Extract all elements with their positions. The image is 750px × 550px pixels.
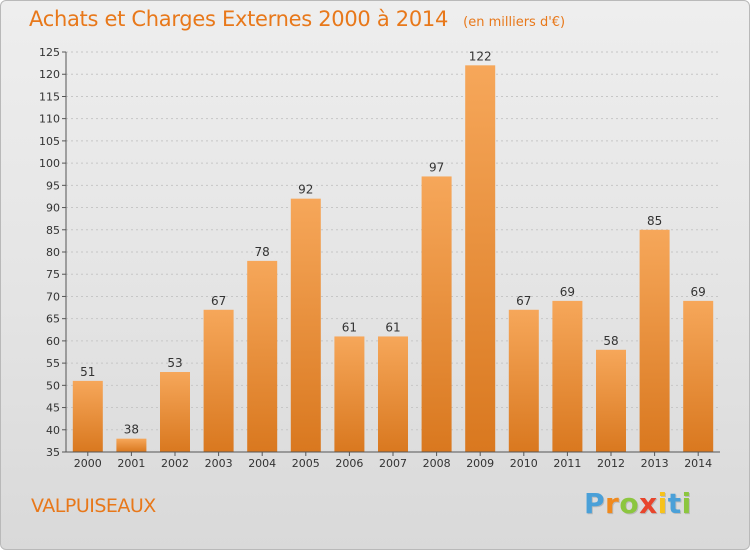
logo-letter: t [667,487,682,520]
bar [203,309,234,452]
y-tick-label: 45 [46,402,60,415]
y-tick-label: 115 [39,90,60,103]
value-label: 51 [80,365,95,379]
x-tick-label: 2010 [510,457,538,470]
value-label: 122 [469,49,492,63]
chart-title-block: Achats et Charges Externes 2000 à 2014 (… [29,7,565,31]
y-tick-label: 80 [46,246,60,259]
value-label: 92 [298,183,313,197]
bar [508,309,539,452]
x-tick-label: 2008 [423,457,451,470]
chart-title: Achats et Charges Externes 2000 à 2014 [29,7,449,31]
value-label: 61 [342,320,357,334]
y-tick-label: 60 [46,335,60,348]
y-tick-label: 35 [46,446,60,459]
x-tick-label: 2002 [161,457,189,470]
x-tick-label: 2003 [205,457,233,470]
logo-letter: r [605,487,620,520]
bar [596,349,626,452]
y-tick-label: 65 [46,313,60,326]
y-tick-label: 70 [46,290,60,303]
x-tick-label: 2009 [466,457,494,470]
bar [72,380,103,452]
y-tick-label: 95 [46,179,60,192]
bar [683,300,714,452]
proxiti-logo: Proxiti [584,487,692,520]
value-label: 85 [647,214,662,228]
chart-unit: (en milliers d'€) [463,15,566,30]
x-tick-label: 2014 [684,457,712,470]
bar [290,198,321,452]
y-tick-label: 105 [39,135,60,148]
bar [552,300,583,452]
value-label: 67 [211,294,226,308]
logo-letter: x [639,487,658,520]
value-label: 38 [124,423,139,437]
axis-layer: 35 40 45 50 55 60 65 70 75 80 85 90 95 100 105 110 115 12… [39,46,720,470]
y-tick-label: 120 [39,68,60,81]
y-tick-label: 85 [46,224,60,237]
bar [334,336,365,452]
y-tick-label: 100 [39,157,60,170]
y-tick-label: 90 [46,202,60,215]
city-name: VALPUISEAUX [31,495,156,517]
y-tick-label: 50 [46,379,60,392]
x-tick-label: 2006 [335,457,363,470]
value-label: 58 [603,334,618,348]
value-label: 97 [429,160,444,174]
bar [116,438,147,452]
bar [465,65,496,452]
y-tick-label: 40 [46,424,60,437]
x-tick-label: 2012 [597,457,625,470]
logo-letter: P [584,487,606,520]
value-label: 53 [167,356,182,370]
y-tick-label: 55 [46,357,60,370]
value-label: 78 [255,245,270,259]
bar-layer: 51 38 53 67 78 92 61 61 97 122 67 69 58 85 69 [72,49,714,452]
y-tick-label: 110 [39,113,60,126]
bar [378,336,408,452]
value-label: 61 [385,320,400,334]
bar [421,176,452,452]
logo-letter: i [657,487,668,520]
logo-letter: o [619,487,640,520]
x-tick-label: 2011 [553,457,581,470]
value-label: 69 [560,285,575,299]
bar [247,260,278,452]
x-tick-label: 2004 [248,457,276,470]
x-tick-label: 2013 [641,457,669,470]
value-label: 67 [516,294,531,308]
bar [160,372,190,452]
x-tick-label: 2007 [379,457,407,470]
bar [639,229,670,452]
y-tick-label: 125 [39,46,60,59]
x-tick-label: 2000 [74,457,102,470]
x-tick-label: 2001 [117,457,145,470]
logo-letter: i [681,487,692,520]
x-tick-label: 2005 [292,457,320,470]
y-tick-label: 75 [46,268,60,281]
value-label: 69 [691,285,706,299]
